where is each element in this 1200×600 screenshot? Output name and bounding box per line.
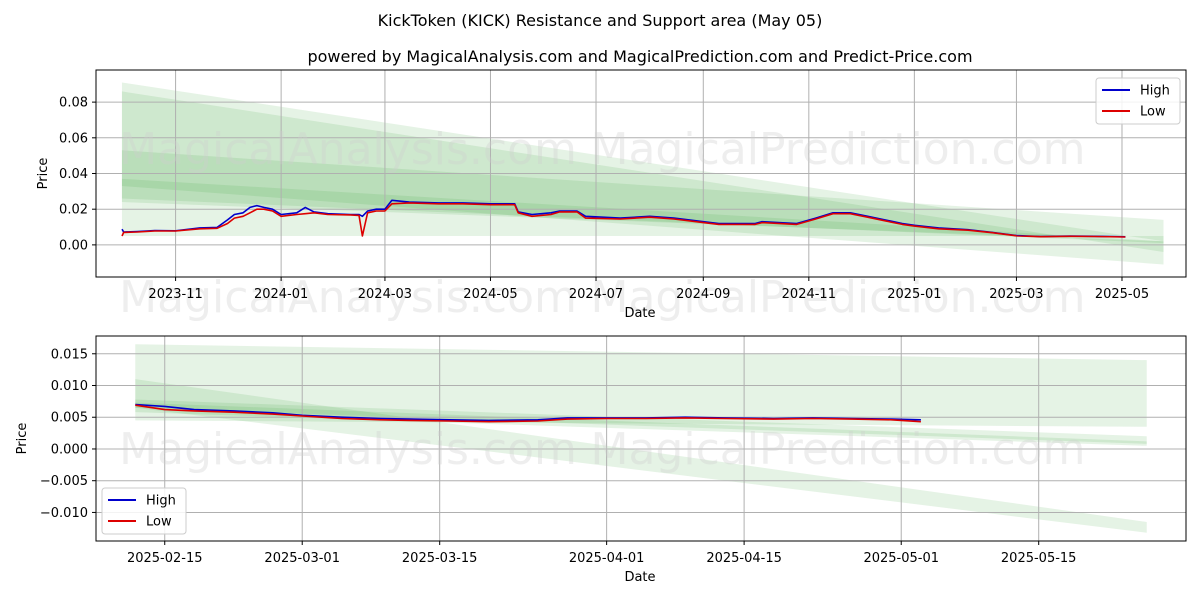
support-resistance-band-3 <box>135 402 1147 444</box>
x-tick-label: 2025-04-15 <box>706 551 782 566</box>
watermark-text: MagicalPrediction.com <box>591 424 1086 475</box>
support-resistance-band-3 <box>121 178 1164 244</box>
y-tick-label: 0.00 <box>59 238 88 253</box>
watermark-text: MagicalPrediction.com <box>591 124 1086 175</box>
x-tick-label: 2025-05 <box>1095 287 1149 302</box>
x-tick-label: 2024-03 <box>358 287 412 302</box>
legend-label-high: High <box>1140 84 1170 99</box>
series-line-high <box>121 199 1126 238</box>
x-tick-label: 2025-04-01 <box>569 551 645 566</box>
x-tick-label: 2024-05 <box>463 287 517 302</box>
x-tick-label: 2025-03-15 <box>402 551 478 566</box>
y-tick-label: 0.010 <box>51 379 88 394</box>
support-resistance-band-1 <box>121 91 1164 253</box>
y-tick-label: 0.08 <box>59 96 88 111</box>
y-tick-label: 0.06 <box>59 131 88 146</box>
legend-label-low: Low <box>1140 105 1166 120</box>
x-tick-label: 2025-03-01 <box>264 551 340 566</box>
x-tick-label: 2025-05-01 <box>863 551 939 566</box>
upper-chart-panel: MagicalAnalysis.com MagicalPrediction.com… <box>36 69 1187 323</box>
series-line-low <box>135 404 921 423</box>
y-tick-label: 0.02 <box>59 203 88 218</box>
legend-label-high: High <box>146 494 176 509</box>
support-resistance-band-2 <box>135 399 1147 446</box>
y-tick-label: 0.000 <box>51 442 88 457</box>
x-tick-label: 2024-09 <box>676 287 730 302</box>
x-tick-label: 2025-03 <box>989 287 1043 302</box>
legend: High Low <box>1095 77 1181 125</box>
legend: High Low <box>101 487 187 535</box>
y-axis-label: Price <box>36 158 51 190</box>
chart-subtitle: powered by MagicalAnalysis.com and Magic… <box>307 47 972 66</box>
x-tick-label: 2024-07 <box>569 287 623 302</box>
x-axis-label: Date <box>624 306 655 321</box>
x-tick-label: 2025-01 <box>887 287 941 302</box>
series-line-low <box>121 202 1126 238</box>
lower-chart-panel: MagicalAnalysis.com MagicalPrediction.com… <box>15 335 1187 585</box>
x-axis-label: Date <box>624 570 655 585</box>
y-axis-label: Price <box>15 423 30 455</box>
watermark-text: MagicalPrediction.com <box>591 272 1086 323</box>
x-tick-label: 2025-02-15 <box>127 551 203 566</box>
y-tick-label: −0.005 <box>40 474 88 489</box>
watermark-text: MagicalAnalysis.com <box>119 272 577 323</box>
support-resistance-band-0 <box>121 82 1164 242</box>
y-tick-label: −0.010 <box>40 506 88 521</box>
chart-title: KickToken (KICK) Resistance and Support … <box>378 11 823 30</box>
legend-label-low: Low <box>146 515 172 530</box>
y-tick-label: 0.005 <box>51 411 88 426</box>
support-resistance-band-2 <box>121 150 1164 265</box>
watermark-text: MagicalAnalysis.com <box>119 424 577 475</box>
x-tick-label: 2024-01 <box>254 287 308 302</box>
watermark-text: MagicalAnalysis.com <box>119 124 577 175</box>
x-tick-label: 2025-05-15 <box>1001 551 1077 566</box>
x-tick-label: 2024-11 <box>782 287 836 302</box>
plot-frame <box>95 335 1187 542</box>
plot-area <box>96 336 1186 541</box>
x-tick-label: 2023-11 <box>148 287 202 302</box>
y-tick-label: 0.015 <box>51 347 88 362</box>
y-tick-label: 0.04 <box>59 167 88 182</box>
